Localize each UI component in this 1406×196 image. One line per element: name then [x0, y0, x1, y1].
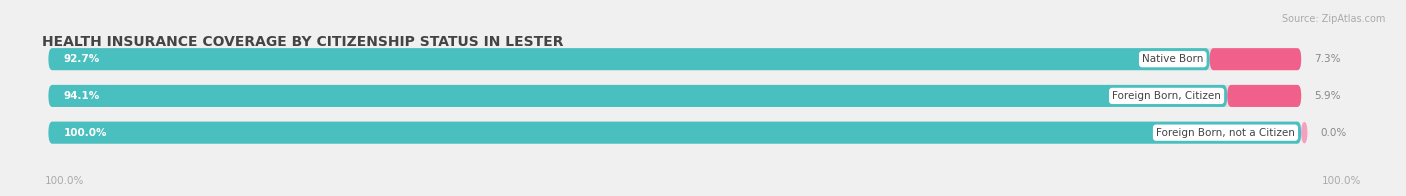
FancyBboxPatch shape [1209, 48, 1301, 70]
FancyBboxPatch shape [48, 85, 1301, 107]
FancyBboxPatch shape [1227, 85, 1301, 107]
FancyBboxPatch shape [48, 48, 1301, 70]
Text: Foreign Born, Citizen: Foreign Born, Citizen [1112, 91, 1220, 101]
Text: Native Born: Native Born [1142, 54, 1204, 64]
Text: Source: ZipAtlas.com: Source: ZipAtlas.com [1281, 14, 1385, 24]
Text: 100.0%: 100.0% [1322, 176, 1361, 186]
Text: Foreign Born, not a Citizen: Foreign Born, not a Citizen [1156, 128, 1295, 138]
Text: 100.0%: 100.0% [45, 176, 84, 186]
FancyBboxPatch shape [48, 122, 1301, 144]
Text: 92.7%: 92.7% [63, 54, 100, 64]
Text: HEALTH INSURANCE COVERAGE BY CITIZENSHIP STATUS IN LESTER: HEALTH INSURANCE COVERAGE BY CITIZENSHIP… [42, 35, 564, 49]
Text: 7.3%: 7.3% [1313, 54, 1340, 64]
FancyBboxPatch shape [48, 85, 1227, 107]
Text: 94.1%: 94.1% [63, 91, 100, 101]
Text: 100.0%: 100.0% [63, 128, 107, 138]
FancyBboxPatch shape [48, 48, 1209, 70]
Text: 5.9%: 5.9% [1313, 91, 1340, 101]
FancyBboxPatch shape [1301, 122, 1308, 144]
FancyBboxPatch shape [48, 122, 1301, 144]
Text: 0.0%: 0.0% [1320, 128, 1346, 138]
